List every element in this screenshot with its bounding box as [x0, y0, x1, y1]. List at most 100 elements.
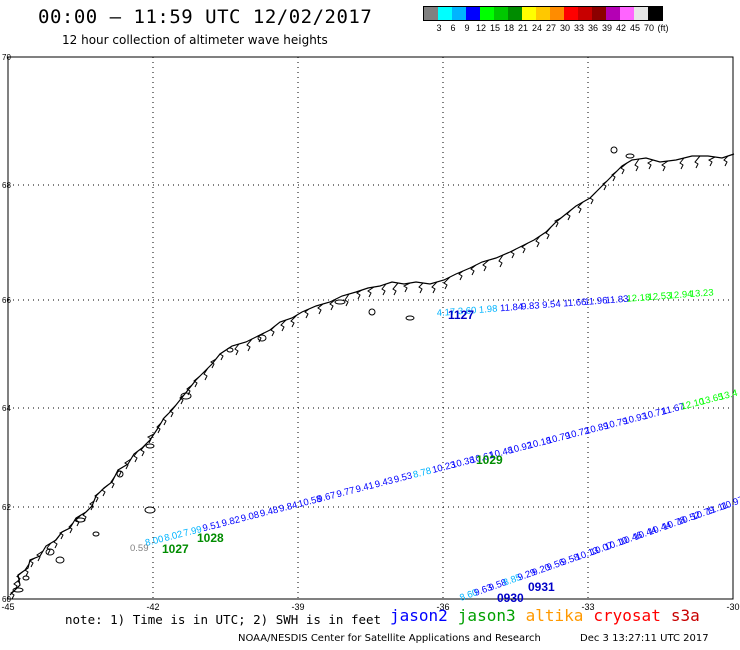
legend-swatch — [606, 7, 620, 20]
legend-label: 18 — [503, 23, 515, 33]
legend-swatch — [592, 7, 606, 20]
wave-height-label: 9.77 — [335, 485, 356, 500]
legend-swatch — [452, 7, 466, 20]
island-shape — [610, 146, 618, 154]
fjord-detail — [10, 155, 729, 600]
wave-height-label: 9.48 — [259, 505, 280, 520]
legend-label: 36 — [587, 23, 599, 33]
wave-height-label: 9.08 — [240, 509, 261, 524]
legend-label: 39 — [601, 23, 613, 33]
island-shape — [22, 575, 30, 581]
wave-height-label: 10.97 — [719, 494, 740, 512]
credit-text: NOAA/NESDIS Center for Satellite Applica… — [238, 633, 541, 644]
legend-color-scale — [423, 6, 663, 21]
legend-swatch — [634, 7, 648, 20]
legend-label: 30 — [559, 23, 571, 33]
track-jason3-1029: 8.008.027.999.519.829.089.489.8410.589.6… — [144, 388, 739, 549]
island-shape — [257, 334, 267, 342]
wave-height-label: 11.84 — [500, 302, 524, 315]
island-shape — [12, 587, 24, 593]
wave-height-label: 9.82 — [221, 514, 242, 529]
wave-height-label: 9.84 — [278, 500, 299, 515]
satellite-name-jason2: jason2 — [390, 606, 448, 625]
wave-height-label: 11.96 — [584, 295, 608, 308]
wave-height-label: 12.53 — [647, 291, 671, 304]
wave-height-label: 13.23 — [689, 287, 713, 300]
wave-height-label: 1.98 — [479, 304, 498, 316]
island-shape — [74, 517, 86, 523]
satellite-name-altika: altika — [525, 606, 584, 625]
legend-label: 15 — [489, 23, 501, 33]
wave-height-label: 11.67 — [661, 401, 686, 417]
pass-time-label: 1127 — [448, 308, 474, 322]
wave-height-label: 11.83 — [605, 294, 629, 307]
legend-swatch — [438, 7, 452, 20]
lon-tick-label: -42 — [146, 602, 159, 612]
wave-height-label: 8.78 — [412, 466, 433, 481]
island-shape — [144, 506, 156, 514]
island-shape — [55, 556, 65, 564]
wave-height-label: 7.99 — [182, 524, 203, 539]
lon-tick-label: -33 — [581, 602, 594, 612]
track-jason3-1027: 0.59 1027 — [130, 542, 189, 556]
legend-swatch — [578, 7, 592, 20]
legend-swatch — [494, 7, 508, 20]
legend-swatch — [564, 7, 578, 20]
wave-height-label: 9.54 — [542, 299, 561, 311]
track-jason2-1127: 4.17 3.60 1.98 11.849.83 9.54 11.6611.9611.83… — [436, 287, 713, 322]
wave-height-label: 9.67 — [316, 490, 337, 505]
island-shape — [145, 443, 155, 449]
wave-height-legend: 3 6 9 12 15 18 21 24 27 30 33 36 39 42 45 70 (ft) — [423, 6, 669, 33]
track-jason3-1028: 1028 — [197, 531, 224, 545]
wave-height-label: 4.17 — [436, 307, 455, 319]
island-shape — [625, 153, 635, 159]
satellite-name-s3a: s3a — [670, 606, 700, 625]
timestamp-text: Dec 3 13:27:11 UTC 2017 — [580, 633, 709, 644]
pass-time-label: 1028 — [197, 531, 224, 545]
track-jason2-0931: 0931 — [528, 580, 555, 594]
wave-height-label: 8.00 — [144, 534, 165, 549]
legend-label: 33 — [573, 23, 585, 33]
legend-swatch — [522, 7, 536, 20]
lat-tick-label: 62 — [2, 503, 11, 512]
lat-tick-label: 68 — [2, 181, 11, 190]
greenland-coastline — [9, 146, 735, 600]
pass-time-label: 1027 — [162, 542, 189, 556]
legend-swatch — [466, 7, 480, 20]
map-frame — [7, 56, 734, 600]
legend-label: 27 — [545, 23, 557, 33]
lat-tick-label: 60 — [2, 595, 11, 604]
legend-swatch — [648, 7, 662, 20]
island-shape — [405, 315, 415, 321]
wave-height-label: 12.18 — [626, 292, 650, 305]
lon-tick-label: -39 — [291, 602, 304, 612]
island-shape — [334, 299, 346, 305]
track-jason2-0930: 8.609.639.588.859.299.209.569.5810.1310.… — [458, 494, 740, 605]
legend-label: 24 — [531, 23, 543, 33]
legend-swatch — [620, 7, 634, 20]
lat-tick-label: 70 — [2, 53, 11, 62]
lon-tick-label: -30 — [726, 602, 739, 612]
wave-height-label: 12.94 — [668, 289, 692, 302]
island-shape — [45, 548, 55, 556]
lon-tick-label: -36 — [436, 602, 449, 612]
island-shape — [368, 308, 376, 316]
wave-height-label: 8.02 — [163, 529, 184, 544]
island-shape — [92, 531, 100, 537]
legend-label: 42 — [615, 23, 627, 33]
wave-height-label: 0.59 — [130, 543, 149, 554]
legend-label: 9 — [464, 23, 470, 33]
wave-height-label: 9.41 — [355, 480, 376, 495]
lat-tick-label: 64 — [2, 404, 11, 413]
legend-swatch — [550, 7, 564, 20]
wave-height-label: 9.53 — [393, 470, 414, 485]
legend-swatch — [508, 7, 522, 20]
legend-label: 70 — [643, 23, 655, 33]
page-subtitle: 12 hour collection of altimeter wave hei… — [62, 33, 328, 47]
satellite-name-jason3: jason3 — [457, 606, 516, 625]
legend-swatch — [536, 7, 550, 20]
pass-time-label: 0930 — [497, 591, 524, 605]
island-shape — [116, 470, 124, 478]
island-shape — [226, 347, 234, 353]
